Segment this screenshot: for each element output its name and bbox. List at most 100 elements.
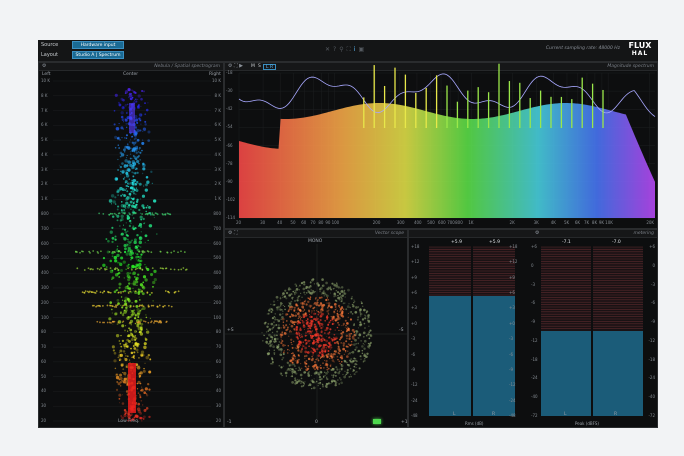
freq-tick: 500 bbox=[427, 220, 435, 225]
freq-tick: 7K bbox=[583, 220, 590, 225]
peak-scale-tick: -40 bbox=[531, 394, 538, 400]
source-select[interactable]: Hardware input bbox=[72, 41, 124, 49]
vector-scope-plot bbox=[225, 244, 407, 422]
freq-tick-right: 60 bbox=[215, 358, 221, 364]
rms-scale-tick-r: +9 bbox=[509, 274, 515, 280]
tab-lr[interactable]: L R bbox=[263, 64, 277, 70]
top-bar: Source Hardware input Layout Studio A | … bbox=[38, 40, 658, 62]
freq-tick: 800 bbox=[455, 220, 463, 225]
metering-panel[interactable]: ⚙metering +5.9 +5.9 -7.1 -7.0 L L R L R … bbox=[408, 229, 658, 428]
db-tick: -114 bbox=[226, 215, 236, 220]
peak-scale-tick: -9 bbox=[531, 319, 535, 325]
help-icon[interactable]: ? bbox=[333, 46, 340, 53]
peak-r-value: -7.0 bbox=[612, 240, 621, 245]
rms-scale-tick-r: -48 bbox=[509, 413, 516, 418]
rms-scale-tick: +12 bbox=[411, 259, 420, 265]
freq-tick-right: 70 bbox=[215, 344, 221, 350]
tab-side[interactable]: S bbox=[258, 64, 261, 69]
center-label: Center bbox=[123, 72, 139, 77]
peak-scale-tick-r: -3 bbox=[651, 281, 655, 287]
freq-tick-left: 600 bbox=[41, 240, 49, 246]
freq-tick: 700 bbox=[447, 220, 455, 225]
db-tick: -42 bbox=[226, 106, 233, 112]
rms-scale-tick: -48 bbox=[411, 413, 418, 418]
freq-tick: 90 bbox=[325, 220, 331, 225]
panel-header: ⚙ ⛶ Vector scope bbox=[225, 230, 407, 238]
spatial-spectrogram-panel[interactable]: ⚙ Nebula / Spatial spectrogram Left Cente… bbox=[38, 62, 224, 428]
rms-ch-r: R bbox=[492, 412, 496, 417]
peak-label: Peak (dBFS) bbox=[575, 421, 599, 426]
freq-tick: 40 bbox=[277, 220, 283, 225]
settings-icon[interactable]: ⚙ ⛶ ▶ bbox=[228, 63, 244, 69]
tab-mid[interactable]: M bbox=[251, 64, 255, 69]
rms-scale-tick: -9 bbox=[411, 366, 415, 372]
app-window: Source Hardware input Layout Studio A | … bbox=[38, 40, 658, 428]
scale-left: -1 bbox=[227, 420, 232, 425]
freq-tick: 4K bbox=[550, 220, 556, 225]
freq-tick: 1K bbox=[468, 220, 474, 225]
peak-scale-tick: -3 bbox=[531, 281, 535, 287]
rms-scale-tick-r: +0 bbox=[509, 320, 515, 326]
freq-tick-left: 70 bbox=[41, 344, 47, 350]
rms-scale-tick-r: -24 bbox=[509, 397, 516, 403]
freq-tick-left: 7 K bbox=[41, 107, 48, 113]
peak-scale-tick-r: -72 bbox=[648, 413, 655, 418]
settings-icon[interactable]: ⚙ ⛶ bbox=[228, 230, 238, 236]
freq-tick-left: 60 bbox=[41, 358, 47, 364]
peak-ch-r: R bbox=[614, 412, 618, 417]
fullscreen-icon[interactable]: ⛶ bbox=[346, 46, 354, 53]
rms-scale-tick: +9 bbox=[411, 274, 417, 280]
freq-tick: 80 bbox=[318, 220, 324, 225]
freq-tick-right: 1 K bbox=[214, 196, 221, 202]
peak-scale-tick: -6 bbox=[531, 300, 535, 306]
freq-tick-left: 6 K bbox=[41, 122, 48, 128]
settings-icon[interactable]: ⚙ bbox=[535, 230, 540, 236]
rms-scale-tick: +0 bbox=[411, 320, 417, 326]
panel-icon[interactable]: ▣ bbox=[358, 46, 368, 53]
freq-tick-right: 700 bbox=[213, 225, 221, 231]
peak-scale-tick-r: -18 bbox=[648, 356, 655, 362]
freq-tick-left: 200 bbox=[41, 299, 49, 305]
panel-title: Magnitude spectrum bbox=[607, 64, 654, 69]
rms-l-value: +5.9 bbox=[451, 240, 462, 245]
info-icon[interactable]: i bbox=[353, 46, 359, 53]
peak-l-value: -7.1 bbox=[562, 240, 571, 245]
freq-tick: 10K bbox=[605, 220, 613, 225]
freq-tick: 9K bbox=[598, 220, 605, 225]
close-icon[interactable]: ✕ bbox=[325, 46, 334, 53]
freq-tick-right: 400 bbox=[213, 270, 221, 276]
rms-ch-l: L bbox=[453, 412, 456, 417]
left-label: Left bbox=[42, 72, 51, 77]
magnitude-spectrum-panel[interactable]: ⚙ ⛶ ▶ M S L R Magnitude spectrum -18 -30 -… bbox=[224, 62, 658, 229]
freq-tick-left: 500 bbox=[41, 255, 49, 261]
db-tick: -54 bbox=[226, 124, 233, 130]
settings-icon[interactable]: ⚙ bbox=[42, 63, 47, 69]
freq-tick: 20 bbox=[236, 220, 242, 225]
rms-scale-tick: +6 bbox=[411, 290, 417, 296]
rms-scale-tick-r: +3 bbox=[509, 305, 515, 311]
freq-tick-left: 400 bbox=[41, 270, 49, 276]
panel-header: ⚙ Nebula / Spatial spectrogram bbox=[39, 63, 223, 71]
db-tick: -30 bbox=[226, 88, 233, 94]
freq-tick-left: 8 K bbox=[41, 92, 48, 98]
rms-scale-tick-r: -6 bbox=[509, 351, 513, 357]
peak-scale-tick: 0 bbox=[531, 262, 534, 268]
rms-r-value: +5.9 bbox=[489, 240, 500, 245]
peak-scale-tick-r: -6 bbox=[651, 300, 655, 306]
search-icon[interactable]: ⚲ bbox=[339, 46, 347, 53]
freq-tick-right: 8 K bbox=[214, 92, 221, 98]
freq-tick: 200 bbox=[372, 220, 381, 225]
freq-tick: 100 bbox=[331, 220, 340, 225]
db-tick: -78 bbox=[226, 160, 233, 166]
db-tick: -18 bbox=[226, 70, 233, 75]
layout-select[interactable]: Studio A | Spectrum bbox=[72, 51, 124, 59]
vector-scope-panel[interactable]: ⚙ ⛶ Vector scope MONO +S -S -1 0 +1 bbox=[224, 229, 408, 428]
freq-tick-right: 40 bbox=[215, 388, 221, 394]
meters bbox=[429, 246, 643, 416]
freq-tick-right: 7 K bbox=[214, 107, 221, 113]
freq-tick-left: 10 K bbox=[41, 78, 50, 83]
freq-tick: 20K bbox=[646, 220, 655, 225]
correlation-indicator bbox=[373, 419, 381, 424]
minus-s-label: -S bbox=[399, 328, 404, 333]
spectrum-plot bbox=[238, 63, 656, 219]
